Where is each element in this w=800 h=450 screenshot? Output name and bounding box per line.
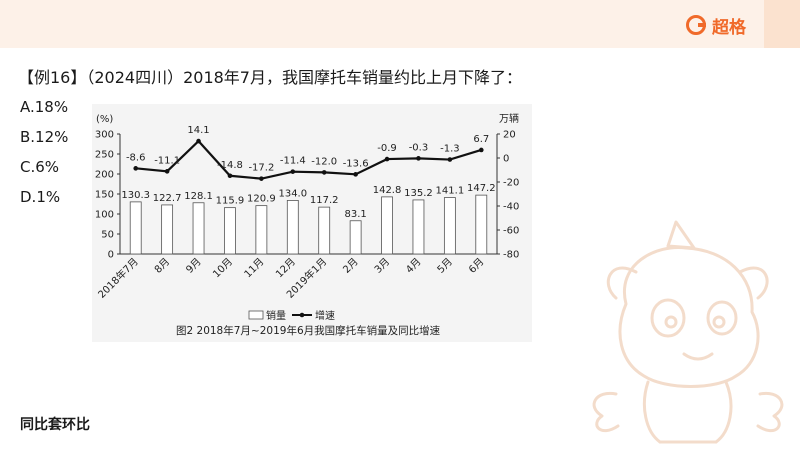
legend-bar-swatch (248, 310, 264, 320)
bar-value-label: 147.2 (467, 183, 496, 194)
growth-value-label: 6.7 (473, 134, 489, 145)
legend-line-marker (299, 312, 305, 318)
growth-value-label: -11.1 (154, 155, 180, 166)
question-text: 【例16】（2024四川）2018年7月，我国摩托车销量约比上月下降了： (18, 68, 522, 87)
left-tick-label: 0 (108, 250, 114, 261)
growth-point (321, 170, 327, 175)
growth-point (259, 176, 264, 181)
x-tick-label: 3月 (372, 256, 392, 276)
growth-value-label: -0.3 (409, 142, 429, 153)
growth-point (133, 166, 139, 171)
growth-point (196, 138, 201, 144)
bar-sales (224, 207, 236, 255)
x-tick-label: 6月 (466, 256, 486, 276)
growth-point (227, 173, 233, 179)
bar-sales (192, 202, 205, 255)
footer-note: 同比套环比 (20, 417, 90, 433)
bar-sales (161, 204, 174, 255)
growth-value-label: -14.8 (217, 160, 243, 171)
growth-value-label: -13.6 (343, 158, 369, 169)
right-tick-label: -40 (503, 202, 519, 213)
bar-sales (255, 205, 268, 255)
bar-value-label: 135.2 (404, 188, 433, 199)
x-tick-label: 12月 (273, 256, 298, 281)
chart-figure: 0 50 100 150 200 250 300 (%) -80 -60 -40 -20 0 20 万辆 13… (92, 104, 532, 342)
growth-line (135, 139, 482, 180)
sales-chart: 0 50 100 150 200 250 300 (%) -80 -60 -40 -20 0 20 万辆 13… (95, 112, 519, 337)
answer-options: A.18% B.12% C.6% D.1% (20, 96, 68, 216)
left-tick-label: 250 (95, 150, 114, 161)
bar-value-label: 115.9 (216, 196, 245, 207)
x-tick-label: 2月 (341, 256, 361, 276)
option-a[interactable]: A.18% (20, 98, 69, 116)
bar-value-label: 141.1 (436, 186, 465, 197)
option-c[interactable]: C.6% (20, 158, 60, 176)
growth-point (384, 156, 390, 162)
growth-value-label: -8.6 (126, 152, 146, 163)
right-tick-label: 20 (503, 130, 516, 141)
growth-point (416, 156, 421, 161)
bar-sales (286, 200, 299, 255)
left-tick-label: 150 (95, 190, 114, 201)
growth-point (478, 147, 484, 153)
bar-value-label: 134.0 (278, 188, 307, 199)
left-tick-label: 100 (95, 210, 114, 221)
x-tick-label: 2018年7月 (95, 255, 141, 301)
growth-value-label: -1.3 (440, 144, 460, 155)
brand: 超格 (686, 14, 746, 38)
bar-sales (412, 199, 425, 255)
bar-value-label: 128.1 (184, 191, 213, 202)
brand-name: 超格 (712, 17, 746, 38)
left-axis-unit: (%) (96, 114, 113, 125)
bar-value-label: 130.3 (121, 190, 150, 201)
x-tick-label: 11月 (242, 256, 267, 281)
option-d[interactable]: D.1% (20, 188, 61, 206)
left-tick-label: 50 (101, 230, 114, 241)
bar-sales (381, 196, 393, 255)
bar-sales (129, 201, 142, 255)
bar-value-label: 120.9 (247, 194, 276, 205)
right-tick-label: 0 (503, 154, 509, 165)
growth-point (353, 172, 358, 177)
legend-bar-label: 销量 (266, 309, 286, 322)
bar-value-label: 122.7 (153, 193, 182, 204)
right-tick-label: -20 (503, 178, 519, 189)
right-axis-unit: 万辆 (499, 112, 519, 125)
banner-accent (764, 0, 800, 48)
right-tick-label: -60 (503, 226, 519, 237)
growth-value-label: -11.4 (280, 156, 306, 167)
x-tick-label: 10月 (211, 256, 236, 281)
growth-value-label: 14.1 (187, 125, 209, 136)
left-tick-label: 300 (95, 130, 114, 141)
growth-value-label: -12.0 (311, 156, 337, 167)
option-b[interactable]: B.12% (20, 128, 69, 146)
bar-sales (443, 197, 456, 255)
x-tick-label: 8月 (152, 256, 172, 276)
growth-point (164, 169, 170, 174)
growth-point (447, 157, 453, 162)
bar-sales (475, 194, 488, 255)
bar-value-label: 117.2 (310, 195, 339, 206)
growth-value-label: -17.2 (248, 163, 274, 174)
bar-sales (349, 220, 362, 255)
growth-value-label: -0.9 (377, 143, 397, 154)
x-tick-label: 9月 (184, 256, 204, 276)
x-tick-label: 5月 (435, 256, 455, 276)
mascot-watermark-icon (592, 220, 784, 444)
chart-caption: 图2 2018年7月~2019年6月我国摩托车销量及同比增速 (176, 324, 441, 337)
growth-point (290, 169, 296, 174)
brand-logo-icon (686, 15, 706, 35)
bar-value-label: 83.1 (344, 209, 366, 220)
right-tick-label: -80 (503, 250, 519, 261)
legend-line-label: 增速 (315, 309, 335, 322)
top-banner: 超格 (0, 0, 800, 48)
x-tick-label: 4月 (404, 256, 424, 276)
bar-value-label: 142.8 (373, 185, 402, 196)
left-tick-label: 200 (95, 170, 114, 181)
bar-sales (318, 206, 331, 255)
